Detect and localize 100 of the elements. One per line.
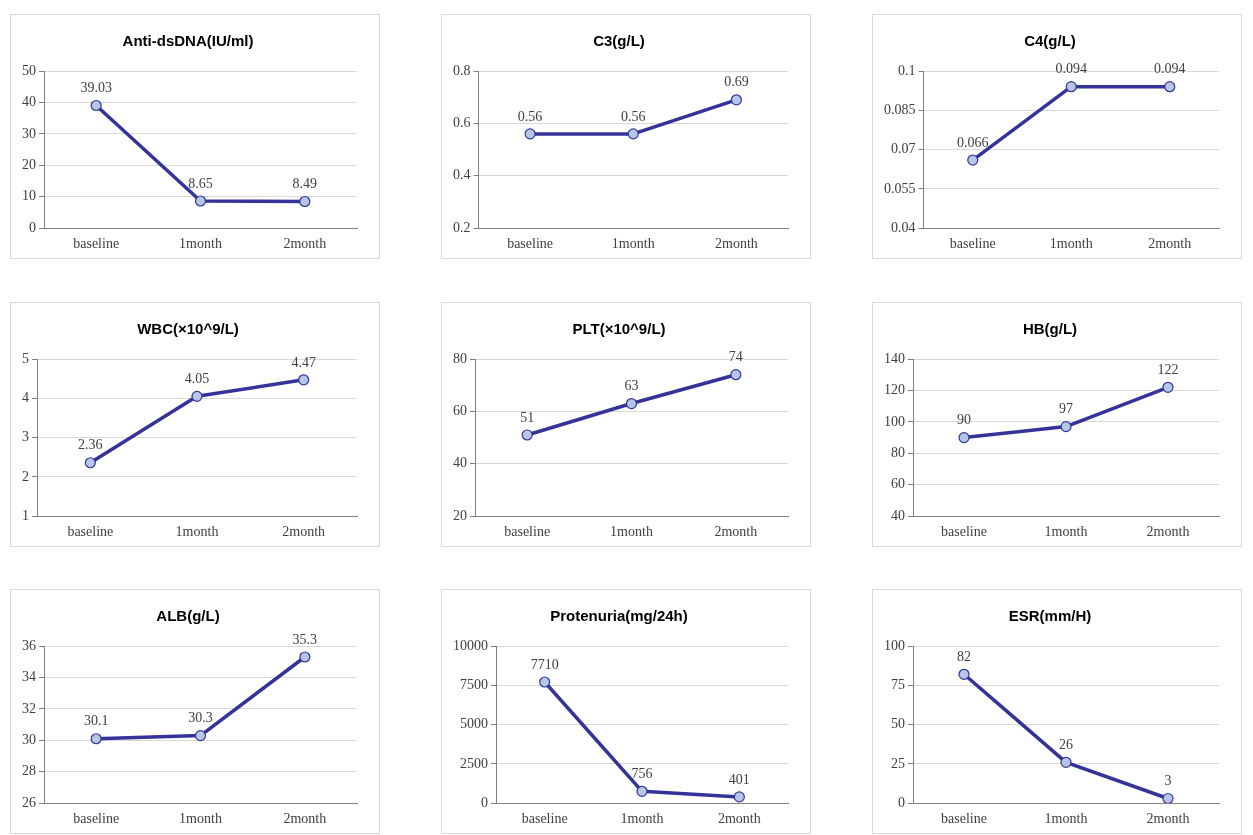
x-tick-label: 1month	[179, 811, 222, 827]
point	[1060, 756, 1072, 768]
data-label: 90	[957, 412, 971, 428]
x-tick-label: 1month	[1044, 811, 1088, 827]
point	[958, 668, 970, 680]
data-label: 4.05	[184, 371, 210, 387]
y-tick-label: 0.8	[453, 62, 471, 78]
y-tick-label: 2	[22, 468, 29, 484]
x-tick-label: 2month	[283, 236, 327, 252]
data-label: 0.56	[621, 108, 646, 124]
x-tick-label: baseline	[73, 236, 120, 252]
y-tick-label: 0	[29, 219, 36, 235]
y-tick-label: 20	[453, 507, 467, 523]
x-tick-label: 1month	[1044, 524, 1088, 540]
point	[958, 432, 970, 444]
y-tick-label: 30	[22, 125, 36, 141]
y-tick-label: 40	[453, 455, 467, 471]
point	[636, 785, 648, 797]
y-tick-label: 28	[22, 763, 36, 779]
y-tick-label: 32	[22, 700, 36, 716]
chart-title: Protenuria(mg/24h)	[550, 607, 688, 625]
point	[90, 99, 102, 112]
y-tick-label: 34	[22, 669, 36, 685]
data-label: 122	[1157, 361, 1179, 377]
y-tick-label: 0.2	[453, 219, 471, 235]
y-tick-label: 5	[22, 350, 29, 366]
x-tick-label: baseline	[949, 236, 996, 252]
data-label: 756	[631, 765, 653, 781]
data-label: 0.094	[1154, 61, 1186, 77]
chart-title: C4(g/L)	[1024, 32, 1076, 50]
y-tick-label: 0.055	[884, 180, 916, 196]
data-label: 35.3	[292, 631, 318, 647]
data-label: 51	[520, 409, 535, 425]
point	[730, 369, 742, 381]
x-tick-label: 2month	[717, 811, 761, 827]
data-label: 26	[1059, 737, 1073, 752]
y-tick-label: 0.085	[884, 101, 916, 117]
y-tick-label: 10000	[453, 637, 488, 653]
y-tick-label: 36	[22, 637, 36, 653]
x-tick-label: 1month	[611, 236, 655, 252]
chart-title: C3(g/L)	[593, 32, 645, 50]
y-tick-label: 50	[891, 716, 905, 732]
x-tick-label: 2month	[283, 811, 327, 827]
x-tick-label: 2month	[1146, 811, 1190, 827]
data-label: 97	[1059, 401, 1073, 417]
point	[298, 374, 310, 386]
y-tick-label: 30	[22, 731, 36, 747]
x-tick-label: baseline	[941, 524, 987, 540]
y-tick-label: 0.1	[898, 62, 916, 78]
x-tick-label: baseline	[73, 811, 120, 827]
y-tick-label: 80	[891, 444, 905, 460]
chart-title: WBC(×10^9/L)	[137, 320, 239, 338]
point	[299, 195, 311, 208]
data-label: 0.066	[957, 134, 989, 150]
point	[521, 429, 533, 441]
y-tick-label: 7500	[460, 676, 488, 692]
x-tick-label: 2month	[1146, 524, 1190, 540]
y-tick-label: 5000	[460, 716, 488, 732]
y-tick-label: 1	[22, 507, 29, 523]
y-tick-label: 80	[453, 350, 467, 366]
data-label: 30.3	[188, 710, 213, 726]
x-tick-label: baseline	[67, 524, 114, 540]
point	[539, 676, 551, 688]
x-tick-label: 1month	[179, 236, 222, 252]
point	[625, 397, 638, 410]
y-tick-label: 25	[891, 755, 905, 771]
point	[84, 457, 96, 469]
x-tick-label: 2month	[715, 236, 758, 252]
point	[90, 733, 102, 745]
data-label: 8.65	[188, 175, 213, 191]
point	[1162, 381, 1174, 393]
y-tick-label: 0.4	[453, 167, 471, 183]
data-label: 82	[957, 648, 971, 664]
data-label: 63	[624, 378, 639, 394]
data-label: 0.094	[1055, 61, 1087, 77]
y-tick-label: 40	[891, 507, 905, 523]
y-tick-label: 40	[22, 94, 36, 110]
x-tick-label: 1month	[620, 811, 664, 827]
data-label: 30.1	[83, 713, 109, 729]
data-label: 3	[1164, 773, 1172, 789]
y-tick-label: 2500	[460, 755, 488, 771]
point	[1060, 421, 1072, 433]
chart-title: ESR(mm/H)	[1008, 607, 1092, 625]
chart-title: Anti-dsDNA(IU/ml)	[122, 32, 254, 50]
y-tick-label: 75	[891, 676, 905, 692]
y-tick-label: 60	[891, 476, 905, 492]
x-tick-label: baseline	[941, 811, 987, 827]
data-label: 0.56	[517, 108, 543, 124]
y-tick-label: 0.04	[891, 219, 916, 235]
data-label: 74	[728, 349, 743, 365]
y-tick-label: 100	[884, 637, 905, 653]
point	[733, 791, 745, 803]
point	[1162, 792, 1174, 804]
chart-title: PLT(×10^9/L)	[572, 320, 666, 338]
y-tick-label: 26	[22, 794, 36, 810]
data-label: 4.47	[291, 354, 316, 370]
x-tick-label: 1month	[175, 524, 219, 540]
data-label: 2.36	[78, 437, 103, 453]
data-label: 39.03	[80, 80, 112, 96]
y-tick-label: 10	[22, 188, 36, 204]
